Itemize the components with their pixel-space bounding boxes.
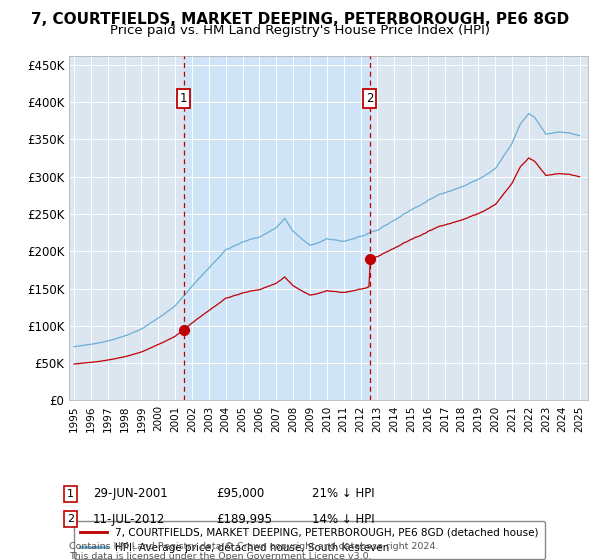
Text: £189,995: £189,995 bbox=[216, 512, 272, 526]
Text: 14% ↓ HPI: 14% ↓ HPI bbox=[312, 512, 374, 526]
Text: 1: 1 bbox=[180, 92, 187, 105]
Text: 21% ↓ HPI: 21% ↓ HPI bbox=[312, 487, 374, 501]
Text: Contains HM Land Registry data © Crown copyright and database right 2024.
This d: Contains HM Land Registry data © Crown c… bbox=[69, 542, 439, 560]
Legend: 7, COURTFIELDS, MARKET DEEPING, PETERBOROUGH, PE6 8GD (detached house), HPI: Ave: 7, COURTFIELDS, MARKET DEEPING, PETERBOR… bbox=[74, 521, 545, 559]
Text: 2: 2 bbox=[366, 92, 373, 105]
Text: 1: 1 bbox=[67, 489, 74, 499]
Text: Price paid vs. HM Land Registry's House Price Index (HPI): Price paid vs. HM Land Registry's House … bbox=[110, 24, 490, 37]
Text: 2: 2 bbox=[67, 514, 74, 524]
Text: 29-JUN-2001: 29-JUN-2001 bbox=[93, 487, 168, 501]
Text: 7, COURTFIELDS, MARKET DEEPING, PETERBOROUGH, PE6 8GD: 7, COURTFIELDS, MARKET DEEPING, PETERBOR… bbox=[31, 12, 569, 27]
Bar bbox=[184, 56, 370, 400]
Text: 11-JUL-2012: 11-JUL-2012 bbox=[93, 512, 166, 526]
Text: £95,000: £95,000 bbox=[216, 487, 264, 501]
